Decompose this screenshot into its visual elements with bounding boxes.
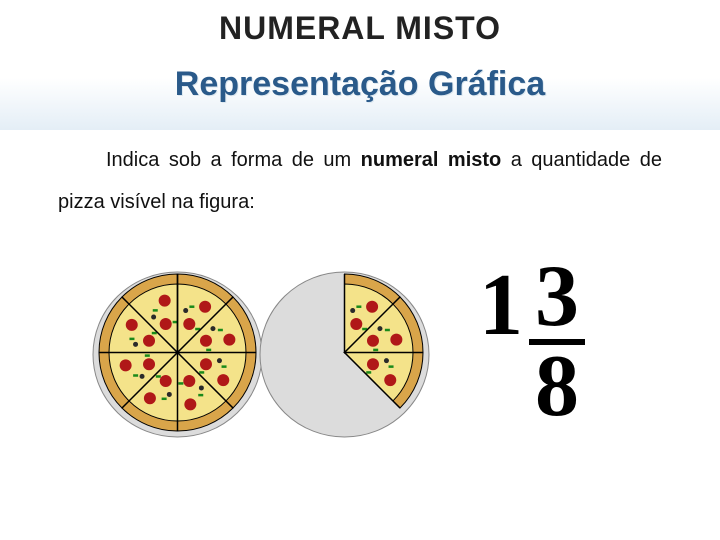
- pizza-full: [90, 265, 265, 445]
- whole-number: 1: [479, 255, 523, 356]
- body-bold: numeral misto: [361, 149, 502, 171]
- graphics-row: 1 3 8: [90, 265, 680, 445]
- mixed-number: 1 3 8: [479, 255, 585, 428]
- page-title: NUMERAL MISTO: [0, 0, 720, 47]
- body-prefix: Indica sob a forma de um: [106, 149, 361, 171]
- pizza-partial: [257, 265, 432, 445]
- body-text: Indica sob a forma de um numeral misto a…: [58, 139, 662, 223]
- fraction: 3 8: [529, 255, 585, 428]
- page-subtitle: Representação Gráfica: [0, 65, 720, 104]
- denominator: 8: [535, 345, 579, 429]
- numerator: 3: [535, 255, 579, 339]
